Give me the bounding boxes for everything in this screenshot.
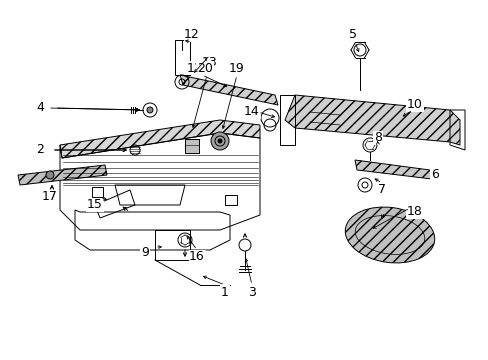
Bar (175, 40, 190, 75)
Text: 15: 15 (87, 198, 103, 211)
Text: 13: 13 (202, 55, 218, 68)
Text: 2: 2 (36, 144, 44, 157)
Text: 12: 12 (184, 28, 200, 41)
Circle shape (147, 107, 153, 113)
Ellipse shape (345, 207, 434, 263)
Text: 14: 14 (244, 105, 259, 118)
Text: 5: 5 (348, 28, 356, 41)
Polygon shape (285, 95, 459, 145)
Text: 8: 8 (373, 131, 381, 144)
Text: 10: 10 (406, 99, 422, 112)
Polygon shape (354, 160, 431, 179)
Text: 19: 19 (229, 62, 244, 75)
Text: 6: 6 (430, 168, 438, 181)
Text: 20: 20 (197, 62, 212, 75)
Text: 9: 9 (141, 246, 149, 258)
Bar (155, 230, 190, 260)
Polygon shape (18, 165, 107, 185)
Polygon shape (180, 75, 278, 105)
Circle shape (210, 132, 228, 150)
Text: 17: 17 (42, 190, 58, 203)
Bar (184, 139, 199, 153)
Polygon shape (60, 120, 260, 158)
Text: 11: 11 (187, 62, 203, 75)
Text: 4: 4 (36, 102, 44, 114)
Text: 18: 18 (406, 206, 422, 219)
Text: 1: 1 (221, 285, 228, 298)
Circle shape (218, 139, 222, 143)
Text: 16: 16 (189, 251, 204, 264)
Text: 7: 7 (377, 184, 385, 197)
Text: 3: 3 (247, 285, 255, 298)
Circle shape (46, 171, 54, 179)
